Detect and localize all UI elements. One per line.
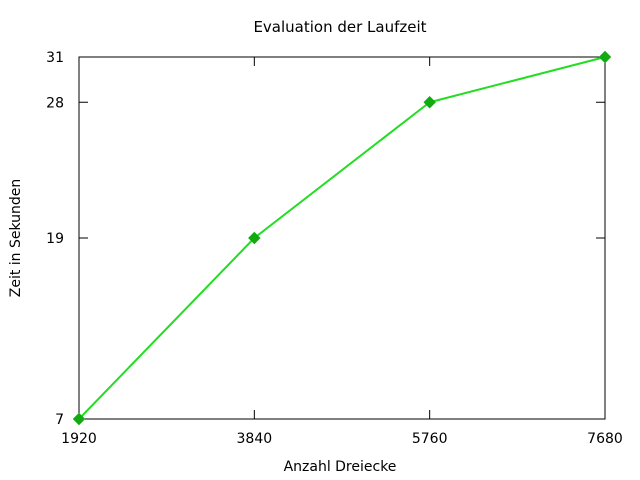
x-tick-label: 7680 <box>587 431 623 447</box>
data-point-marker <box>248 231 261 245</box>
y-tick-label: 28 <box>46 95 64 111</box>
series-line <box>78 56 606 420</box>
data-point-marker <box>423 96 436 109</box>
y-axis-label: Zeit in Sekunden <box>8 179 24 298</box>
axes-layer <box>78 56 606 420</box>
y-tick-label: 31 <box>46 50 64 66</box>
x-tick-label: 1920 <box>61 431 97 447</box>
series-layer <box>72 50 612 426</box>
y-tick-label: 7 <box>55 412 64 428</box>
x-axis-label: Anzahl Dreiecke <box>284 459 397 475</box>
chart-title: Evaluation der Laufzeit <box>253 18 426 36</box>
data-point-marker <box>598 50 612 64</box>
data-point-marker <box>72 412 86 426</box>
x-tick-label: 5760 <box>412 431 448 447</box>
x-tick-label: 3840 <box>237 431 273 447</box>
plot-frame <box>78 56 606 420</box>
y-tick-label: 19 <box>46 231 64 247</box>
ticks-layer: 1920 3840 5760 7680 7 19 28 31 <box>46 50 623 447</box>
